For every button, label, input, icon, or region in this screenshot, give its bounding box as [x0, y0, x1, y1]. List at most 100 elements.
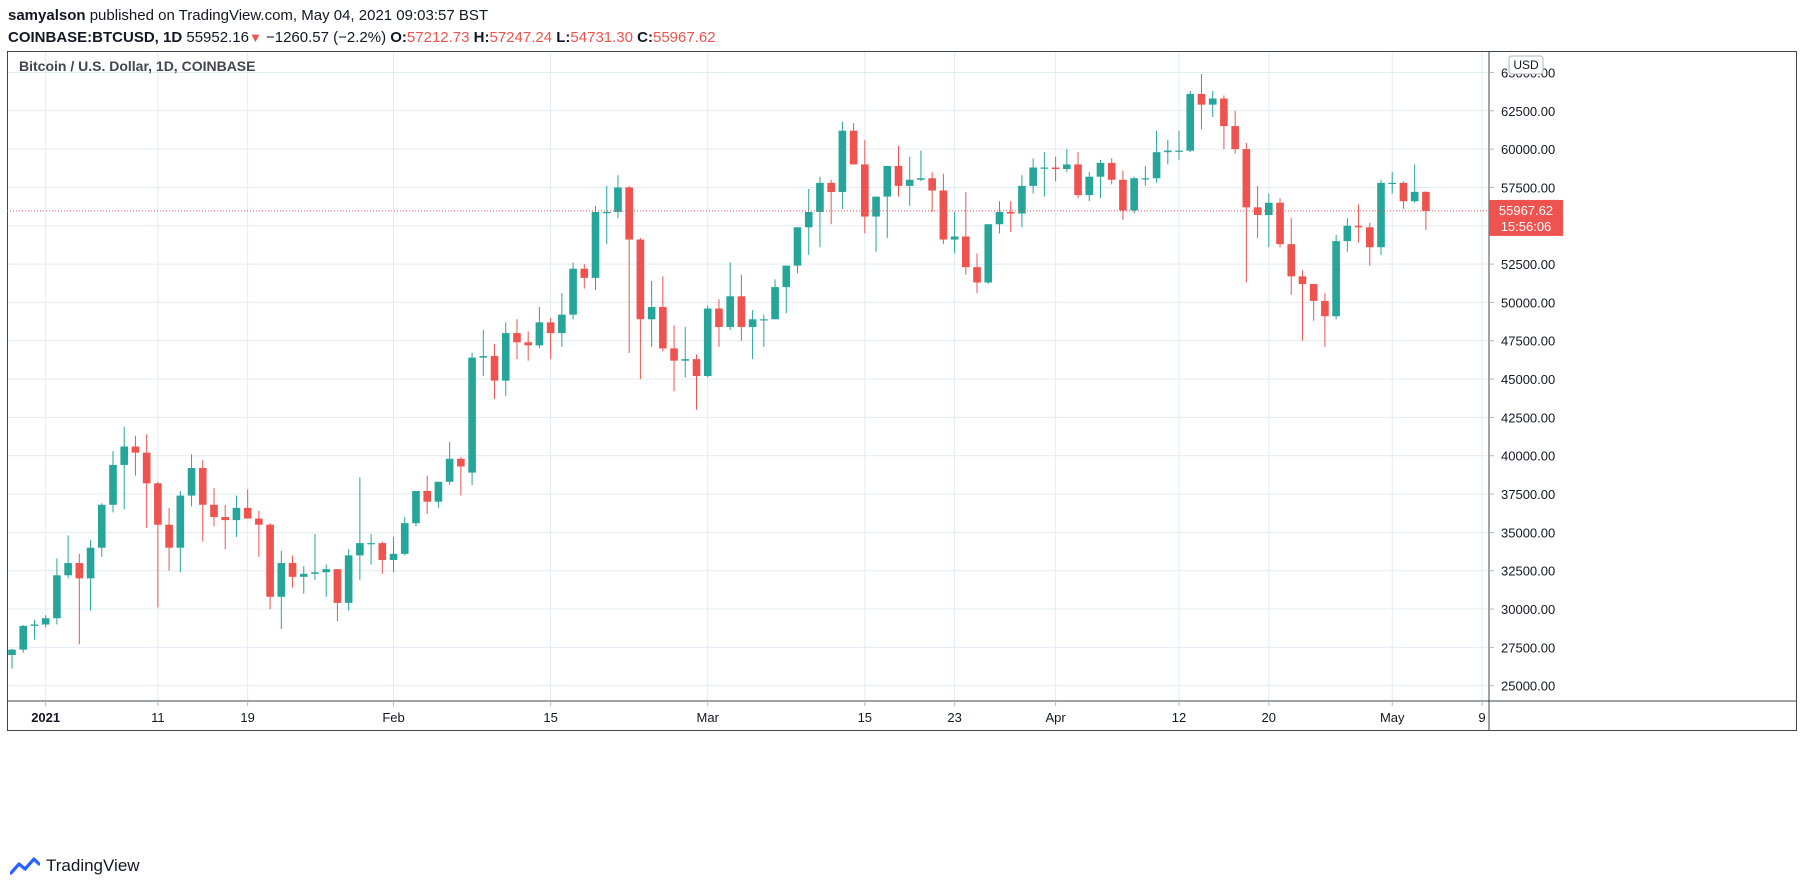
candle-body: [1052, 168, 1060, 170]
candle-body: [1310, 284, 1318, 301]
candle: [536, 307, 544, 348]
candle: [322, 565, 330, 597]
candle-body: [1085, 177, 1093, 195]
candle-body: [457, 459, 465, 467]
candle: [1142, 166, 1150, 186]
candle-body: [1388, 183, 1396, 184]
candle-body: [53, 575, 61, 618]
candle-body: [1186, 94, 1194, 151]
candle-body: [64, 563, 72, 575]
candle: [165, 508, 173, 571]
x-tick-label: Mar: [697, 710, 720, 725]
candle-body: [513, 333, 521, 342]
footer-brand[interactable]: TradingView: [10, 856, 140, 876]
candle: [670, 325, 678, 391]
candle-body: [1276, 203, 1284, 244]
candle-body: [221, 517, 229, 520]
candle: [199, 460, 207, 541]
candle: [1299, 270, 1307, 341]
candle-body: [715, 309, 723, 327]
x-tick-label: 19: [240, 710, 254, 725]
y-tick-label: 30000.00: [1501, 602, 1555, 617]
candle-body: [1108, 163, 1116, 180]
candle: [401, 517, 409, 555]
candle: [782, 266, 790, 314]
candle-body: [951, 236, 959, 239]
x-tick-label: 2021: [31, 710, 60, 725]
candle: [839, 122, 847, 209]
candle-body: [277, 563, 285, 597]
candle-body: [1018, 186, 1026, 214]
candle-body: [883, 166, 891, 197]
candle: [1052, 157, 1060, 182]
candle-body: [850, 131, 858, 165]
candle: [8, 649, 16, 669]
candle: [1175, 131, 1183, 160]
publisher-name[interactable]: samyalson: [8, 7, 86, 24]
candle: [1411, 164, 1419, 202]
candle-body: [1287, 244, 1295, 276]
candle: [872, 197, 880, 252]
candle: [468, 353, 476, 485]
candle-body: [973, 267, 981, 282]
y-tick-label: 52500.00: [1501, 257, 1555, 272]
candle: [883, 166, 891, 238]
last-price-value: 55967.62: [1499, 203, 1553, 218]
candle: [221, 505, 229, 549]
candle: [435, 482, 443, 508]
footer-brand-text: TradingView: [46, 856, 140, 876]
candle: [109, 451, 117, 512]
candle: [177, 491, 185, 572]
candle-body: [1029, 168, 1037, 186]
candle-body: [120, 447, 128, 465]
candle: [715, 299, 723, 347]
candle-body: [132, 447, 140, 453]
price-axis[interactable]: 25000.00 27500.00 30000.00 32500.00 35000.00…: [1489, 56, 1555, 694]
x-tick-label: 15: [858, 710, 872, 725]
candle: [973, 253, 981, 293]
high-value: 57247.24: [490, 29, 553, 46]
candle: [1287, 218, 1295, 295]
candle: [1063, 149, 1071, 172]
candle: [749, 310, 757, 359]
candle: [1029, 158, 1037, 193]
candle: [704, 305, 712, 377]
candle: [412, 491, 420, 526]
time-axis[interactable]: 2021 11 19 Feb 15 Mar 15 23 Apr 12 20 May 9: [31, 701, 1485, 725]
candle-body: [435, 482, 443, 502]
y-tick-label: 27500.00: [1501, 640, 1555, 655]
candle-body: [1175, 151, 1183, 152]
candle-body: [1231, 126, 1239, 149]
candle-body: [648, 307, 656, 319]
candle-body: [502, 333, 510, 381]
candle: [87, 540, 95, 611]
candle-body: [244, 508, 252, 519]
candle-body: [311, 572, 319, 574]
candle-body: [1198, 94, 1206, 105]
candle-body: [390, 554, 398, 560]
candle: [334, 569, 342, 621]
candle-body: [1321, 301, 1329, 316]
candle: [794, 227, 802, 273]
candle-body: [962, 236, 970, 267]
candle-body: [356, 543, 364, 555]
candle-body: [1299, 276, 1307, 284]
candle-body: [210, 505, 218, 517]
candle-body: [771, 287, 779, 319]
candle: [76, 554, 84, 644]
candle-body: [143, 453, 151, 484]
candle-body: [1209, 99, 1217, 105]
candle: [681, 327, 689, 378]
candle-body: [1377, 183, 1385, 247]
candle: [1153, 131, 1161, 183]
chart-container[interactable]: 25000.00 27500.00 30000.00 32500.00 35000.00…: [7, 51, 1797, 851]
candle-body: [614, 187, 622, 212]
candle-body: [1153, 152, 1161, 178]
candle-body: [547, 322, 555, 333]
candle-body: [1074, 164, 1082, 195]
candlestick-chart[interactable]: 25000.00 27500.00 30000.00 32500.00 35000.00…: [7, 51, 1797, 846]
candle: [1085, 172, 1093, 201]
candle: [53, 558, 61, 624]
candle: [1209, 91, 1217, 117]
x-tick-label: Feb: [382, 710, 404, 725]
